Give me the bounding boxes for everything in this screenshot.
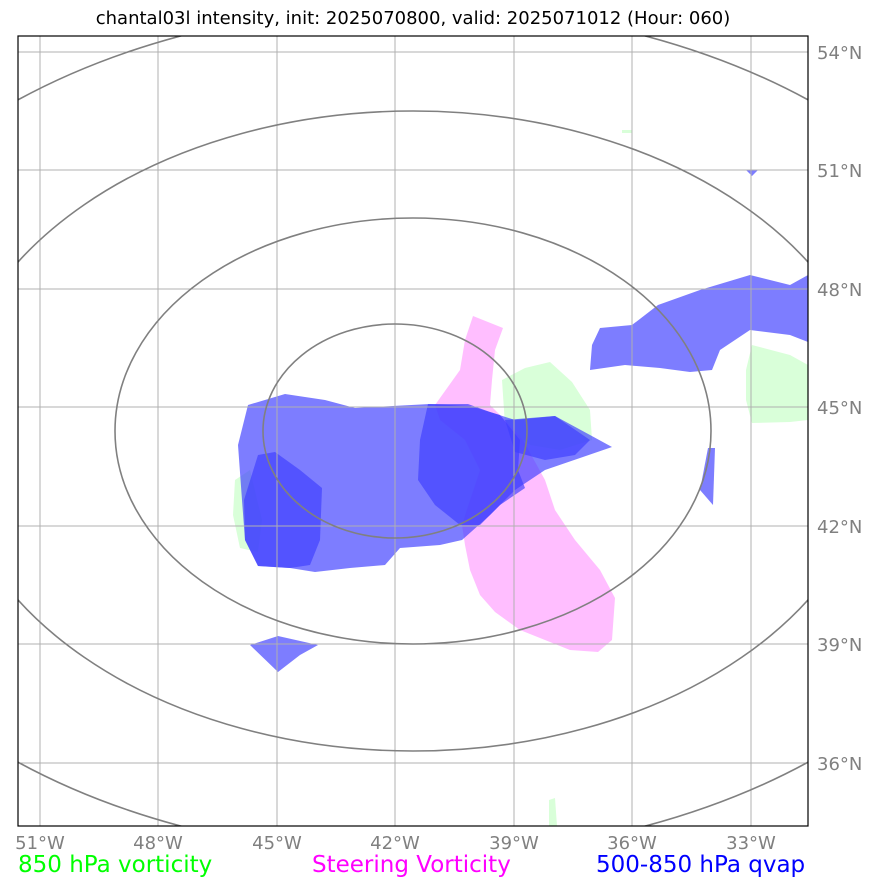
qvap-patch <box>250 636 318 672</box>
lon-tick-label: 48°W <box>133 833 183 854</box>
qvap-layer <box>238 170 808 672</box>
steering-vorticity-layer <box>435 316 615 652</box>
lon-tick-label: 45°W <box>252 833 302 854</box>
lat-tick-label: 45°N <box>817 398 862 419</box>
map-title: chantal03l intensity, init: 2025070800, … <box>95 8 731 29</box>
map-frame <box>17 35 809 827</box>
legend-steering-vorticity: Steering Vorticity <box>312 852 511 878</box>
gridlines <box>18 36 808 826</box>
vorticity-850-patch <box>549 798 557 826</box>
lon-tick-label: 42°W <box>370 833 420 854</box>
lat-tick-label: 39°N <box>817 635 862 656</box>
lat-tick-label: 48°N <box>817 280 862 301</box>
vorticity-850-patch <box>622 130 632 133</box>
lon-tick-label: 36°W <box>607 833 657 854</box>
qvap-patch <box>418 404 525 525</box>
range-ring <box>18 110 808 752</box>
lat-tick-label: 51°N <box>817 161 862 182</box>
lon-tick-label: 39°W <box>489 833 539 854</box>
qvap-patch <box>746 170 758 176</box>
range-ring <box>114 217 712 645</box>
qvap-patch <box>700 448 715 505</box>
legend-qvap: 500-850 hPa qvap <box>596 852 806 878</box>
lon-tick-label: 51°W <box>15 833 65 854</box>
range-rings <box>18 36 808 826</box>
lat-tick-label: 54°N <box>817 43 862 64</box>
lat-tick-label: 42°N <box>817 517 862 538</box>
legend-850-vorticity: 850 hPa vorticity <box>18 852 213 878</box>
lon-tick-labels: 51°W 48°W 45°W 42°W 39°W 36°W 33°W <box>15 833 776 854</box>
range-ring <box>262 323 528 539</box>
vorticity-850-patch <box>746 345 808 423</box>
qvap-patch <box>590 275 808 372</box>
steering-vorticity-patch <box>435 316 615 652</box>
lon-tick-label: 33°W <box>726 833 776 854</box>
lat-tick-label: 36°N <box>817 754 862 775</box>
lat-tick-labels: 54°N 51°N 48°N 45°N 42°N 39°N 36°N <box>817 43 862 775</box>
qvap-patch <box>244 452 322 568</box>
